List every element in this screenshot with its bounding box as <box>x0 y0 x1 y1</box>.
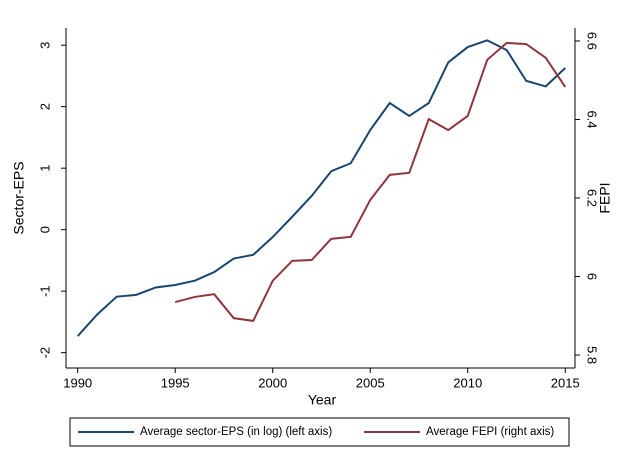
y-tick-label: -1 <box>37 285 52 297</box>
y2-tick-label: 6.4 <box>585 110 600 128</box>
y2-tick-label: 6.6 <box>585 32 600 50</box>
y2-tick-label: 5.8 <box>585 346 600 364</box>
x-tick-label: 1995 <box>161 375 190 390</box>
y-tick-label: 1 <box>37 165 52 172</box>
y-tick-label: -2 <box>37 347 52 359</box>
y2-tick-label: 6 <box>585 273 600 280</box>
x-tick-label: 2015 <box>551 375 580 390</box>
y2-tick-label: 6.2 <box>585 189 600 207</box>
x-tick-label: 2010 <box>453 375 482 390</box>
y-tick-label: 0 <box>37 226 52 233</box>
x-axis-title: Year <box>308 392 337 408</box>
line-series <box>174 41 567 322</box>
line-series <box>76 39 566 337</box>
legend-label: Average FEPI (right axis) <box>426 426 554 438</box>
legend-box <box>69 417 570 447</box>
x-tick-label: 2005 <box>356 375 385 390</box>
y-tick-label: 2 <box>37 103 52 110</box>
y2-axis-title: FEPI <box>597 182 613 213</box>
y-tick-label: 3 <box>37 42 52 49</box>
y-axis-title: Sector-EPS <box>11 161 27 234</box>
x-tick-label: 2000 <box>258 375 287 390</box>
legend-label: Average sector-EPS (in log) (left axis) <box>140 426 332 438</box>
x-tick-label: 1990 <box>63 375 92 390</box>
